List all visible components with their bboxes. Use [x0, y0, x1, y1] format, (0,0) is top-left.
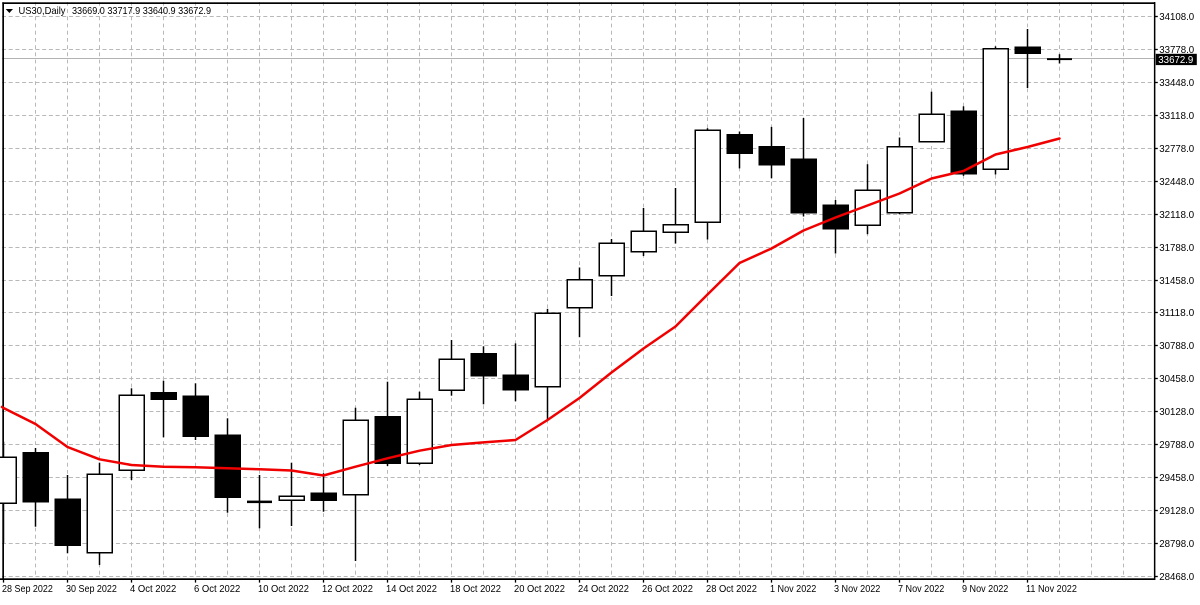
svg-text:29788.0: 29788.0 [1159, 440, 1194, 451]
svg-text:1 Nov 2022: 1 Nov 2022 [770, 584, 817, 595]
svg-text:24 Oct 2022: 24 Oct 2022 [578, 584, 629, 595]
svg-text:7 Nov 2022: 7 Nov 2022 [898, 584, 945, 595]
svg-text:33672.9: 33672.9 [1158, 55, 1193, 66]
svg-text:32118.0: 32118.0 [1159, 210, 1194, 221]
svg-text:32448.0: 32448.0 [1159, 177, 1194, 188]
svg-text:28798.0: 28798.0 [1159, 539, 1194, 550]
svg-text:33669.0 33717.9 33640.9 33672.: 33669.0 33717.9 33640.9 33672.9 [72, 5, 211, 17]
svg-text:29458.0: 29458.0 [1159, 473, 1194, 484]
svg-text:34108.0: 34108.0 [1159, 12, 1194, 23]
svg-text:3 Nov 2022: 3 Nov 2022 [834, 584, 881, 595]
svg-text:30458.0: 30458.0 [1159, 374, 1194, 385]
svg-text:29128.0: 29128.0 [1159, 506, 1194, 517]
svg-text:28468.0: 28468.0 [1159, 572, 1194, 583]
svg-text:6 Oct 2022: 6 Oct 2022 [194, 584, 241, 595]
svg-text:33778.0: 33778.0 [1159, 45, 1194, 56]
svg-text:31118.0: 31118.0 [1159, 308, 1194, 319]
svg-text:26 Oct 2022: 26 Oct 2022 [642, 584, 693, 595]
svg-text:10 Oct 2022: 10 Oct 2022 [258, 584, 309, 595]
svg-text:20 Oct 2022: 20 Oct 2022 [514, 584, 565, 595]
svg-text:12 Oct 2022: 12 Oct 2022 [322, 584, 373, 595]
svg-text:31458.0: 31458.0 [1159, 276, 1194, 287]
svg-text:33448.0: 33448.0 [1159, 78, 1194, 89]
svg-text:14 Oct 2022: 14 Oct 2022 [386, 584, 437, 595]
svg-text:30 Sep 2022: 30 Sep 2022 [66, 584, 117, 595]
svg-text:30788.0: 30788.0 [1159, 341, 1194, 352]
svg-text:30128.0: 30128.0 [1159, 407, 1194, 418]
svg-text:28 Oct 2022: 28 Oct 2022 [706, 584, 757, 595]
svg-text:32778.0: 32778.0 [1159, 144, 1194, 155]
svg-text:18 Oct 2022: 18 Oct 2022 [450, 584, 501, 595]
svg-text:28 Sep 2022: 28 Sep 2022 [2, 584, 53, 595]
svg-text:US30,Daily: US30,Daily [19, 5, 67, 17]
svg-text:4 Oct 2022: 4 Oct 2022 [130, 584, 177, 595]
svg-text:9 Nov 2022: 9 Nov 2022 [962, 584, 1009, 595]
svg-text:11 Nov 2022: 11 Nov 2022 [1026, 584, 1077, 595]
svg-text:33118.0: 33118.0 [1159, 111, 1194, 122]
svg-text:31788.0: 31788.0 [1159, 243, 1194, 254]
